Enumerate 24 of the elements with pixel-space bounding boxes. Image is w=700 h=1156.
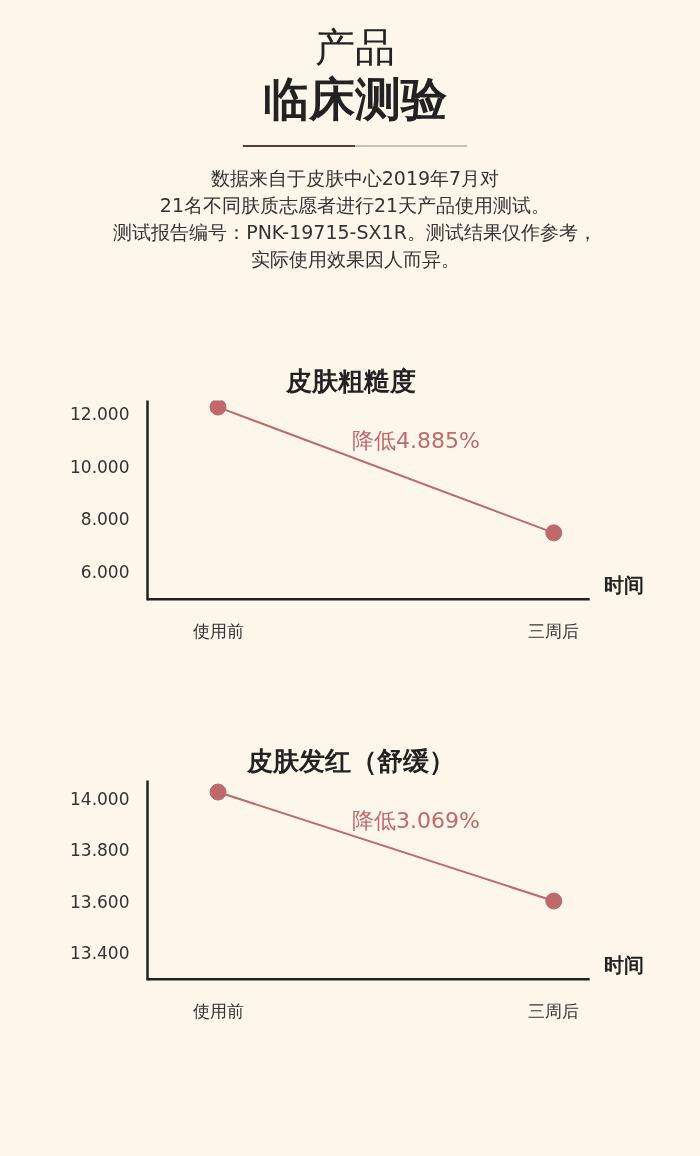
text: 产品	[314, 23, 396, 71]
y-tick-label: 13.800	[70, 840, 130, 861]
text: 测试报告编号：PNK-19715-SX1R。测试结果仅作参考，	[112, 220, 598, 245]
y-tick-label: 10.000	[70, 456, 130, 477]
y-tick-label: 6.000	[80, 562, 130, 583]
text: 21名不同肤质志愿者进行21天产品使用测试。	[158, 193, 552, 218]
text: 数据来自于皮肤中心2019年7月对	[209, 166, 501, 191]
text: 实际使用效果因人而异。	[249, 247, 461, 272]
x-tick-label: 三周后	[528, 1000, 580, 1021]
y-tick-label: 13.600	[70, 891, 130, 912]
chart-title: 皮肤发红（舒缓）	[245, 745, 455, 776]
y-tick-label: 14.000	[70, 788, 130, 809]
annotation: 降低4.885%	[351, 428, 480, 453]
x-axis-title: 时间	[603, 952, 644, 977]
text: 临床测验	[262, 71, 448, 127]
chart-title: 皮肤粗糙度	[284, 365, 416, 396]
y-tick-label: 12.000	[70, 404, 130, 425]
x-tick-label: 三周后	[528, 620, 580, 641]
x-tick-label: 使用前	[192, 620, 244, 641]
y-tick-label: 8.000	[80, 509, 130, 530]
annotation: 降低3.069%	[351, 808, 480, 833]
y-tick-label: 13.400	[70, 942, 130, 963]
x-axis-title: 时间	[603, 572, 644, 597]
x-tick-label: 使用前	[192, 1000, 244, 1021]
